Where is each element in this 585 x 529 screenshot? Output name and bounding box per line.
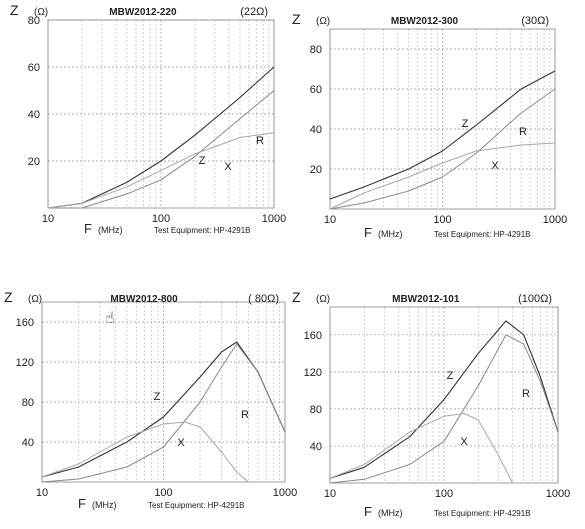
x-tick-label: 100 (152, 213, 170, 225)
x-symbol: F (78, 496, 86, 511)
x-tick-label: 10 (324, 214, 336, 226)
impedance-label: (22Ω) (240, 6, 268, 18)
y-unit: (Ω) (28, 294, 42, 305)
x-unit: (MHz) (378, 229, 403, 239)
chart-title: MBW2012-101 (392, 294, 460, 305)
chart-panel-3: Z R X 40 80 120 160 10 100 1000 Z (Ω) MBW2012-800 ( 8… (4, 289, 297, 511)
series-label-x: X (460, 436, 468, 448)
plot-frame (329, 28, 556, 210)
series-label-r: R (522, 388, 530, 400)
x-symbol: F (364, 504, 372, 519)
y-unit: (Ω) (34, 7, 48, 18)
series-label-z: Z (447, 370, 454, 382)
series-label-r: R (241, 409, 249, 421)
series-x-line (329, 413, 514, 484)
y-tick-label: 40 (22, 437, 34, 449)
y-tick-label: 120 (16, 357, 34, 369)
y-tick-label: 40 (310, 441, 322, 453)
y-tick-label: 20 (310, 164, 322, 176)
series-label-x: X (177, 437, 185, 449)
y-tick-label: 160 (16, 317, 34, 329)
x-tick-label: 100 (433, 214, 451, 226)
x-unit: (MHz) (92, 500, 117, 510)
equipment-label: Test Equipment: HP-4291B (154, 226, 251, 235)
y-symbol: Z (10, 2, 19, 18)
series-r-line (329, 88, 556, 210)
equipment-label: Test Equipment: HP-4291B (434, 509, 531, 518)
series-label-r: R (519, 126, 527, 138)
x-tick-label: 10 (42, 213, 54, 225)
y-tick-label: 20 (28, 156, 40, 168)
plot-frame (41, 301, 286, 483)
series-label-z: Z (199, 155, 206, 167)
series-x-line (41, 421, 249, 483)
chart-panel-2: Z R X 20 40 60 80 10 100 1000 Z (Ω) MBW2012-300 (30Ω)… (292, 11, 567, 240)
x-symbol: F (364, 225, 372, 240)
equipment-label: Test Equipment: HP-4291B (434, 230, 531, 239)
y-tick-label: 80 (22, 397, 34, 409)
series-label-z: Z (462, 118, 469, 130)
series-r-line (329, 334, 559, 484)
y-tick-label: 80 (310, 404, 322, 416)
x-symbol: F (84, 221, 92, 236)
x-tick-label: 100 (435, 488, 453, 500)
impedance-label: ( 80Ω) (248, 293, 279, 305)
series-x-line (47, 132, 275, 209)
chart-title: MBW2012-800 (110, 294, 178, 305)
y-symbol: Z (292, 289, 301, 305)
y-tick-label: 80 (310, 44, 322, 56)
x-tick-label: 1000 (543, 214, 567, 226)
y-tick-label: 160 (304, 330, 322, 342)
y-tick-label: 40 (310, 124, 322, 136)
hand-cursor-icon: ☝ (105, 308, 115, 327)
plot-frame (329, 306, 559, 484)
y-tick-label: 120 (304, 367, 322, 379)
series-r-line (41, 343, 286, 483)
series-z-line (329, 320, 559, 479)
x-tick-label: 100 (154, 487, 172, 499)
series-z-line (329, 70, 556, 200)
x-tick-label: 10 (36, 487, 48, 499)
chart-panel-4: Z R X 40 80 120 160 10 100 1000 Z (Ω) MBW2012-101 (10… (292, 289, 570, 519)
equipment-label: Test Equipment: HP-4291B (148, 501, 245, 510)
chart-title: MBW2012-300 (391, 16, 459, 27)
y-symbol: Z (292, 11, 301, 27)
x-tick-label: 10 (324, 488, 336, 500)
series-label-z: Z (154, 391, 161, 403)
series-label-x: X (491, 160, 499, 172)
x-tick-label: 1000 (262, 213, 286, 225)
series-r-line (48, 90, 275, 209)
y-tick-label: 60 (310, 84, 322, 96)
y-symbol: Z (4, 289, 13, 305)
series-label-r: R (256, 135, 264, 147)
x-tick-label: 1000 (273, 487, 297, 499)
series-label-x: X (224, 161, 232, 173)
x-tick-label: 1000 (546, 488, 570, 500)
y-tick-label: 80 (28, 15, 40, 27)
y-tick-label: 40 (28, 109, 40, 121)
impedance-label: (30Ω) (521, 15, 549, 27)
chart-panel-1: Z R X 20 40 60 80 10 100 1000 Z (Ω) MBW2012-220 (22Ω)… (10, 2, 286, 236)
chart-title: MBW2012-220 (109, 7, 177, 18)
x-unit: (MHz) (98, 225, 123, 235)
series-x-line (329, 142, 556, 210)
x-unit: (MHz) (378, 508, 403, 518)
y-unit: (Ω) (316, 16, 330, 27)
plot-frame (47, 19, 275, 209)
y-tick-label: 60 (28, 62, 40, 74)
grid (329, 29, 556, 209)
grid (41, 302, 286, 482)
y-unit: (Ω) (316, 294, 330, 305)
impedance-label: (100Ω) (518, 293, 552, 305)
